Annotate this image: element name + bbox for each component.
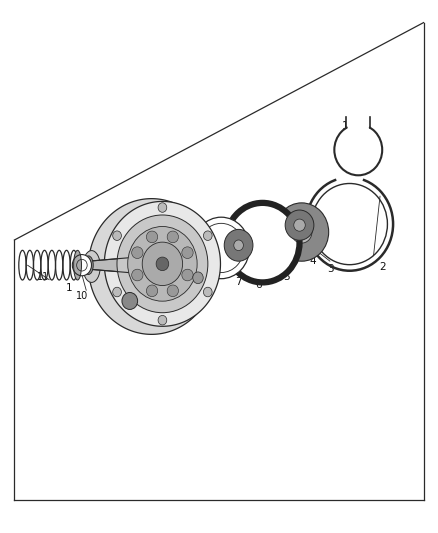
Ellipse shape [285, 210, 314, 240]
Ellipse shape [167, 285, 178, 297]
Ellipse shape [156, 257, 169, 271]
Ellipse shape [182, 247, 193, 259]
Ellipse shape [234, 240, 244, 251]
Text: 10: 10 [76, 290, 88, 301]
Ellipse shape [72, 255, 92, 276]
Ellipse shape [224, 229, 253, 261]
Text: 9: 9 [124, 285, 131, 295]
Ellipse shape [226, 203, 300, 282]
Ellipse shape [167, 231, 178, 243]
Ellipse shape [334, 124, 382, 175]
Text: 1: 1 [342, 121, 349, 131]
Ellipse shape [146, 231, 158, 243]
Ellipse shape [294, 219, 305, 231]
Text: 1: 1 [66, 282, 72, 293]
Ellipse shape [142, 242, 183, 286]
Text: 11: 11 [37, 272, 49, 282]
Text: 1: 1 [124, 259, 131, 269]
Text: 4: 4 [309, 256, 316, 266]
Ellipse shape [182, 269, 193, 281]
Ellipse shape [158, 203, 167, 212]
Ellipse shape [113, 231, 121, 240]
Text: 5: 5 [283, 272, 290, 282]
Text: 8: 8 [185, 262, 192, 271]
Ellipse shape [203, 287, 212, 297]
Ellipse shape [74, 251, 81, 280]
Ellipse shape [193, 217, 250, 279]
Text: 1: 1 [109, 298, 116, 309]
Ellipse shape [291, 221, 312, 243]
Ellipse shape [113, 287, 121, 297]
Ellipse shape [128, 227, 197, 301]
Ellipse shape [132, 269, 143, 281]
Ellipse shape [203, 231, 212, 240]
Ellipse shape [275, 203, 328, 261]
Text: 7: 7 [235, 277, 242, 287]
Ellipse shape [83, 251, 100, 282]
Ellipse shape [122, 293, 138, 310]
Text: 6: 6 [255, 280, 261, 290]
Polygon shape [88, 257, 132, 273]
Ellipse shape [193, 272, 203, 284]
Ellipse shape [132, 247, 143, 259]
Ellipse shape [117, 215, 208, 313]
Ellipse shape [84, 256, 93, 274]
Ellipse shape [306, 177, 393, 271]
Ellipse shape [158, 316, 167, 325]
Ellipse shape [146, 285, 158, 297]
Text: 3: 3 [327, 264, 333, 274]
Text: 2: 2 [379, 262, 385, 271]
Polygon shape [88, 199, 215, 334]
Polygon shape [104, 201, 220, 326]
